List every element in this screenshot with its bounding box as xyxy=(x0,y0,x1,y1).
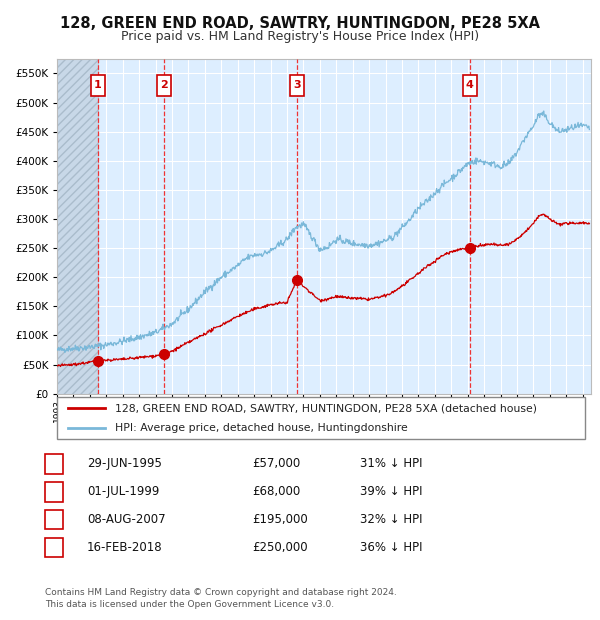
Text: HPI: Average price, detached house, Huntingdonshire: HPI: Average price, detached house, Hunt… xyxy=(115,423,408,433)
Text: Contains HM Land Registry data © Crown copyright and database right 2024.
This d: Contains HM Land Registry data © Crown c… xyxy=(45,588,397,609)
FancyBboxPatch shape xyxy=(290,74,304,95)
Text: 2: 2 xyxy=(160,80,167,90)
Text: 39% ↓ HPI: 39% ↓ HPI xyxy=(360,485,422,498)
Text: 3: 3 xyxy=(50,515,58,525)
Text: 128, GREEN END ROAD, SAWTRY, HUNTINGDON, PE28 5XA: 128, GREEN END ROAD, SAWTRY, HUNTINGDON,… xyxy=(60,16,540,30)
Text: 3: 3 xyxy=(293,80,301,90)
Text: 4: 4 xyxy=(50,542,58,552)
Text: 128, GREEN END ROAD, SAWTRY, HUNTINGDON, PE28 5XA (detached house): 128, GREEN END ROAD, SAWTRY, HUNTINGDON,… xyxy=(115,403,537,413)
Text: £250,000: £250,000 xyxy=(252,541,308,554)
Text: Price paid vs. HM Land Registry's House Price Index (HPI): Price paid vs. HM Land Registry's House … xyxy=(121,30,479,43)
Text: 31% ↓ HPI: 31% ↓ HPI xyxy=(360,458,422,470)
Text: 29-JUN-1995: 29-JUN-1995 xyxy=(87,458,162,470)
Text: 08-AUG-2007: 08-AUG-2007 xyxy=(87,513,166,526)
Text: 36% ↓ HPI: 36% ↓ HPI xyxy=(360,541,422,554)
Text: 1: 1 xyxy=(94,80,102,90)
Text: 01-JUL-1999: 01-JUL-1999 xyxy=(87,485,160,498)
Text: 4: 4 xyxy=(466,80,473,90)
Text: 2: 2 xyxy=(50,487,58,497)
FancyBboxPatch shape xyxy=(57,397,585,439)
Bar xyxy=(57,59,98,394)
FancyBboxPatch shape xyxy=(91,74,105,95)
Bar xyxy=(57,59,98,394)
Text: £195,000: £195,000 xyxy=(252,513,308,526)
Text: £57,000: £57,000 xyxy=(252,458,300,470)
Text: 1: 1 xyxy=(50,459,58,469)
FancyBboxPatch shape xyxy=(157,74,171,95)
Text: 32% ↓ HPI: 32% ↓ HPI xyxy=(360,513,422,526)
Text: 16-FEB-2018: 16-FEB-2018 xyxy=(87,541,163,554)
FancyBboxPatch shape xyxy=(463,74,477,95)
Text: £68,000: £68,000 xyxy=(252,485,300,498)
